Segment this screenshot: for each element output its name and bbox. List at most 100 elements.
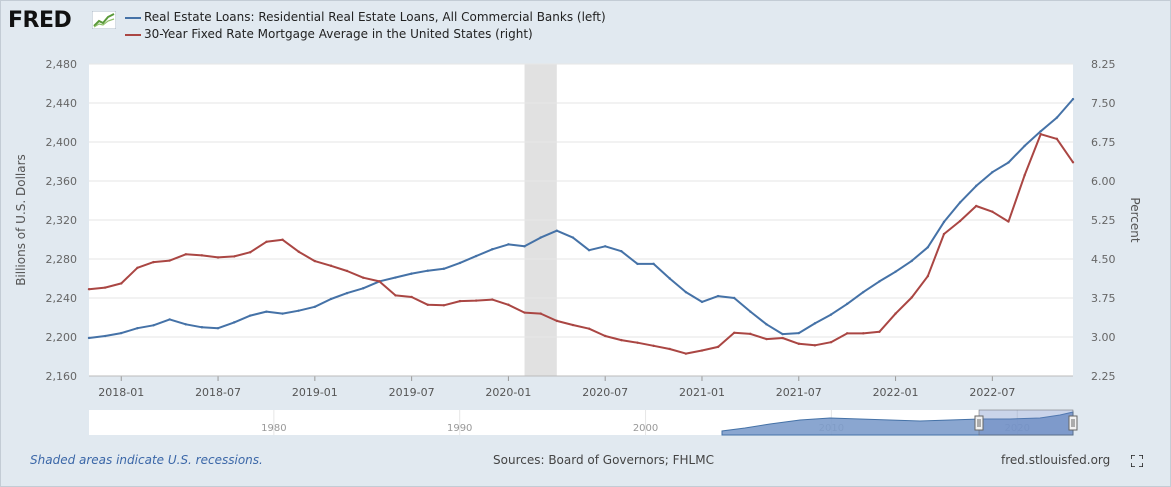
data-point-loans: [620, 250, 623, 253]
data-point-mortgage: [474, 299, 478, 302]
data-point-mortgage: [281, 238, 284, 241]
data-point-mortgage: [620, 338, 623, 342]
data-point-mortgage: [652, 344, 655, 348]
data-point-loans: [797, 331, 800, 335]
data-point-loans: [136, 327, 139, 330]
legend-item-loans[interactable]: Real Estate Loans: Residential Real Esta…: [125, 9, 606, 26]
data-point-loans: [232, 321, 236, 324]
legend-label-loans: Real Estate Loans: Residential Real Esta…: [144, 10, 606, 24]
data-point-loans: [862, 290, 865, 294]
data-point-mortgage: [297, 250, 300, 253]
data-point-loans: [829, 313, 833, 316]
data-point-loans: [523, 245, 526, 248]
data-point-mortgage: [668, 347, 671, 351]
data-point-mortgage: [249, 251, 252, 254]
left-tick-label: 2,240: [46, 292, 78, 305]
data-point-mortgage: [120, 282, 123, 285]
x-tick-label: 2021-07: [776, 386, 822, 399]
data-point-mortgage: [200, 254, 204, 257]
data-point-loans: [1023, 144, 1026, 148]
data-point-loans: [587, 249, 591, 252]
data-point-mortgage: [603, 334, 607, 338]
data-point-mortgage: [1055, 137, 1059, 141]
data-point-mortgage: [845, 332, 849, 335]
series-line-mortgage: [88, 133, 1074, 355]
data-point-mortgage: [1007, 220, 1010, 223]
data-point-mortgage: [894, 312, 897, 315]
x-tick-label: 2022-07: [969, 386, 1015, 399]
data-point-loans: [249, 314, 252, 317]
data-point-loans: [216, 327, 220, 330]
data-point-mortgage: [103, 286, 107, 289]
data-point-loans: [265, 310, 268, 313]
x-tick-label: 2019-07: [389, 386, 435, 399]
data-point-mortgage: [136, 266, 139, 270]
data-point-mortgage: [345, 269, 349, 273]
left-tick-label: 2,400: [46, 136, 78, 149]
data-point-mortgage: [910, 296, 913, 299]
data-point-loans: [958, 201, 962, 204]
data-point-loans: [426, 269, 429, 272]
data-point-mortgage: [378, 280, 381, 283]
navigator-handle[interactable]: [1068, 415, 1078, 431]
left-tick-label: 2,360: [46, 175, 78, 188]
data-point-loans: [636, 262, 639, 266]
data-point-loans: [571, 236, 575, 239]
x-tick-label: 2020-01: [485, 386, 531, 399]
data-point-loans: [120, 331, 123, 335]
data-point-mortgage: [797, 342, 800, 345]
right-axis-title: Percent: [1128, 197, 1142, 242]
data-point-loans: [345, 291, 349, 295]
data-point-loans: [152, 324, 155, 327]
data-point-mortgage: [184, 253, 187, 256]
data-point-mortgage: [958, 219, 962, 223]
data-point-mortgage: [539, 312, 542, 315]
legend-item-mortgage[interactable]: 30-Year Fixed Rate Mortgage Average in t…: [125, 26, 606, 43]
data-point-loans: [442, 267, 446, 270]
right-tick-label: 6.75: [1091, 136, 1116, 149]
data-point-mortgage: [410, 295, 413, 299]
data-point-mortgage: [458, 299, 462, 303]
fred-logo[interactable]: FRED: [8, 8, 72, 33]
data-point-mortgage: [555, 319, 559, 323]
x-tick-label: 2019-01: [292, 386, 338, 399]
data-point-mortgage: [329, 264, 333, 267]
fullscreen-icon[interactable]: [1131, 455, 1143, 467]
data-point-loans: [603, 245, 607, 248]
data-point-loans: [184, 323, 187, 326]
data-point-mortgage: [1023, 174, 1026, 177]
data-point-mortgage: [442, 304, 446, 307]
data-point-loans: [539, 236, 542, 239]
data-point-loans: [845, 302, 849, 306]
data-point-loans: [168, 318, 171, 321]
navigator-year-label: 2000: [633, 423, 658, 434]
data-point-loans: [200, 326, 204, 329]
data-point-mortgage: [926, 274, 930, 278]
data-point-loans: [765, 323, 768, 326]
data-point-mortgage: [975, 204, 978, 208]
left-tick-label: 2,320: [46, 214, 78, 227]
data-point-mortgage: [491, 298, 494, 301]
fred-logo-graph-icon: [92, 11, 116, 29]
data-point-loans: [975, 184, 978, 188]
data-point-mortgage: [716, 345, 720, 349]
data-point-loans: [991, 171, 994, 174]
data-point-mortgage: [733, 331, 736, 335]
data-point-mortgage: [813, 344, 817, 347]
data-point-loans: [781, 332, 784, 336]
right-tick-label: 6.00: [1091, 175, 1116, 188]
site-link[interactable]: fred.stlouisfed.org: [1001, 453, 1111, 467]
data-point-loans: [329, 297, 333, 301]
navigator-year-label: 1990: [447, 423, 472, 434]
data-point-loans: [910, 259, 913, 263]
navigator-handle[interactable]: [974, 415, 984, 431]
right-tick-label: 3.75: [1091, 292, 1116, 305]
navigator-year-label: 1980: [261, 423, 286, 434]
data-point-mortgage: [684, 352, 688, 355]
data-point-mortgage: [232, 255, 236, 258]
left-tick-label: 2,160: [46, 370, 78, 383]
right-tick-label: 3.00: [1091, 331, 1116, 344]
x-tick-label: 2021-01: [679, 386, 725, 399]
recession-note: Shaded areas indicate U.S. recessions.: [30, 453, 263, 467]
data-point-loans: [878, 280, 881, 283]
